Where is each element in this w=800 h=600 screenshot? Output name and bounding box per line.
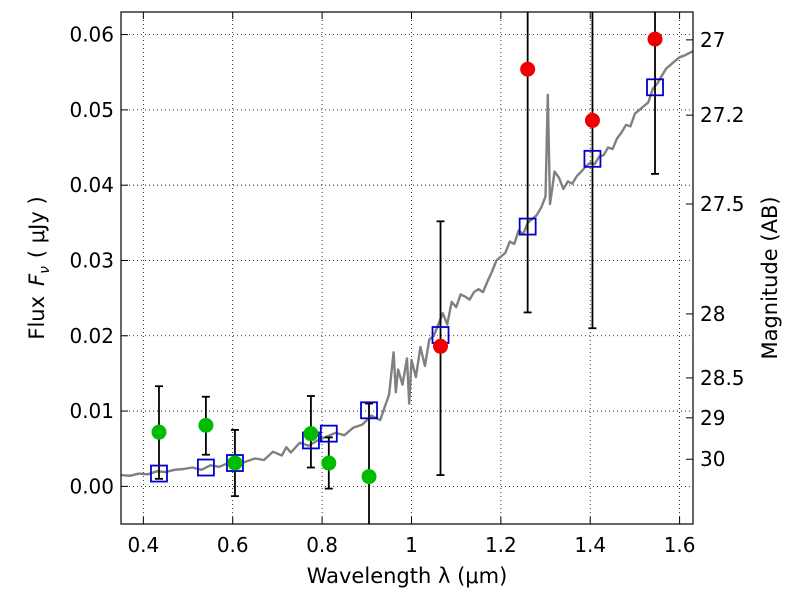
y-tick-label: 0.00 xyxy=(69,474,114,498)
plot-frame xyxy=(120,11,694,525)
green-detection-point xyxy=(198,417,214,433)
y-tick-label: 0.06 xyxy=(69,23,114,47)
y-axis-label: Flux Fν ( μJy ) xyxy=(25,196,53,339)
y-axis-label-flux: Flux xyxy=(25,296,49,340)
marker-layer xyxy=(150,31,664,485)
y-tick-label: 0.02 xyxy=(69,324,114,348)
spectrum-layer xyxy=(121,50,693,477)
x-tick-label: 0.8 xyxy=(306,533,338,557)
y-tick-label: 0.03 xyxy=(69,248,114,272)
green-detection-point xyxy=(361,469,377,485)
x-tick-label: 1.4 xyxy=(574,533,606,557)
y2-tick-label: 27.2 xyxy=(700,103,745,127)
red-detection-point xyxy=(584,112,600,128)
y-tick-label: 0.05 xyxy=(69,98,114,122)
y-axis-label-symbol: F xyxy=(25,273,49,286)
x-tick-label: 1 xyxy=(405,533,418,557)
red-detection-point xyxy=(520,61,536,77)
model-photometry-square xyxy=(150,464,168,483)
model-photometry-square xyxy=(319,424,338,443)
y2-tick-label: 28.5 xyxy=(700,366,745,390)
model-photometry-square xyxy=(518,217,537,236)
y2-tick-label: 27 xyxy=(700,28,725,52)
model-photometry-square xyxy=(646,78,664,97)
plot-background xyxy=(121,12,693,524)
y-axis-label-unit: ( μJy ) xyxy=(25,196,49,258)
green-detection-point xyxy=(151,424,167,440)
y-tick-label: 0.01 xyxy=(69,399,114,423)
x-tick-label: 0.6 xyxy=(217,533,249,557)
y2-tick-label: 28 xyxy=(700,302,725,326)
model-photometry-square xyxy=(583,149,602,168)
x-axis-label: Wavelength λ (μm) xyxy=(307,564,508,588)
red-detection-point xyxy=(433,338,449,354)
model-photometry-square xyxy=(226,454,244,472)
y2-tick-label: 30 xyxy=(700,447,725,471)
grid xyxy=(121,12,693,524)
green-detection-point xyxy=(321,455,337,471)
y2-axis-label: Magnitude (AB) xyxy=(758,196,782,359)
red-detection-point xyxy=(647,31,663,47)
axes: 0.4 0.6 0.8 1 1.2 1.4 1.6 0.00 0.01 0.02 0.03 0.04 0… xyxy=(69,12,745,557)
green-detection-point xyxy=(227,455,243,471)
green-detection-point xyxy=(303,426,319,442)
x-tick-label: 1.2 xyxy=(485,533,517,557)
x-tick-label: 0.4 xyxy=(127,533,159,557)
y-tick-label: 0.04 xyxy=(69,173,114,197)
x-tick-label: 1.6 xyxy=(664,533,696,557)
y2-tick-label: 29 xyxy=(700,406,725,430)
y-axis-label-subscript: ν xyxy=(37,266,53,274)
model-photometry-square xyxy=(197,458,215,477)
y2-tick-label: 27.5 xyxy=(700,192,745,216)
spectrum-line xyxy=(121,50,693,477)
model-photometry-square xyxy=(360,401,378,420)
